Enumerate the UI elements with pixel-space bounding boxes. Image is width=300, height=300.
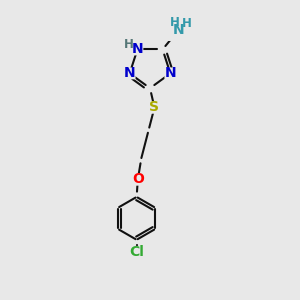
FancyBboxPatch shape: [129, 246, 145, 259]
FancyBboxPatch shape: [131, 44, 143, 56]
FancyBboxPatch shape: [148, 101, 161, 114]
Text: N: N: [164, 66, 176, 80]
Text: H: H: [182, 17, 192, 30]
Text: N: N: [124, 66, 136, 80]
Text: H: H: [124, 38, 134, 51]
Text: Cl: Cl: [129, 245, 144, 259]
FancyBboxPatch shape: [131, 173, 144, 186]
Text: N: N: [132, 43, 143, 56]
FancyBboxPatch shape: [167, 22, 185, 41]
FancyBboxPatch shape: [124, 68, 136, 79]
Text: H: H: [169, 16, 179, 29]
Text: O: O: [132, 172, 144, 186]
Text: N: N: [173, 23, 185, 37]
Text: S: S: [149, 100, 160, 115]
FancyBboxPatch shape: [164, 68, 176, 79]
